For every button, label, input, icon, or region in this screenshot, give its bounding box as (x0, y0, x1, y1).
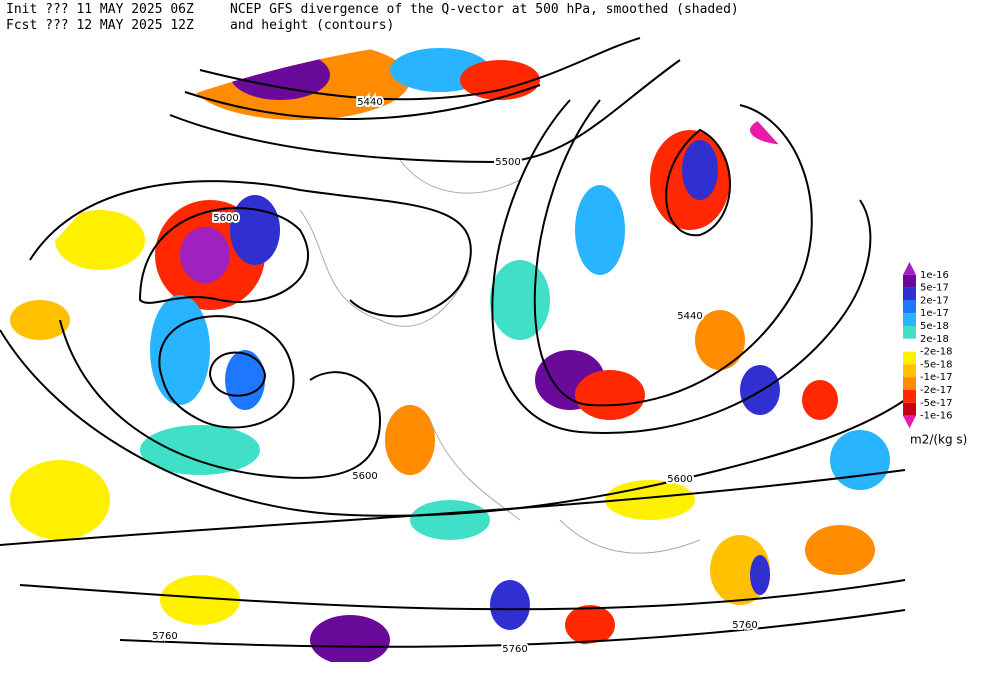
colorbar-label: 1e-17 (920, 308, 949, 319)
colorbar-label: 2e-18 (920, 334, 949, 345)
colorbar-box (903, 326, 916, 339)
contour-label: 5760 (152, 631, 177, 642)
colorbar-box (903, 402, 916, 416)
contour-label: 5760 (732, 620, 757, 631)
contour-label: 5600 (352, 471, 377, 482)
colorbar-box (903, 377, 916, 390)
contour-label: 5600 (667, 474, 692, 485)
colorbar-box (903, 287, 916, 301)
colorbar-label: -1e-17 (920, 372, 952, 383)
contour-label: 5440 (677, 311, 702, 322)
contour-labels: 5440 5440 5500 5600 5600 5600 5760 5760 … (150, 95, 759, 657)
colorbar-label: -1e-16 (920, 411, 952, 422)
contour-label: 5440 (357, 97, 382, 108)
colorbar-label: -2e-17 (920, 385, 952, 396)
colorbar-label: 2e-17 (920, 295, 949, 306)
contour-label: 5760 (502, 644, 527, 655)
contour-label: 5500 (495, 157, 520, 168)
init-time: Init ??? 11 MAY 2025 06Z (6, 2, 194, 17)
colorbar-end (903, 415, 916, 429)
colorbar-end (903, 262, 916, 275)
colorbar: 1e-165e-172e-171e-175e-182e-18-2e-18-5e-… (903, 262, 952, 429)
colorbar-box (903, 338, 916, 352)
contour-label: 5600 (213, 213, 238, 224)
colorbar-label: -5e-17 (920, 398, 952, 409)
colorbar-box (903, 313, 916, 326)
colorbar-box (903, 390, 916, 403)
colorbar-box (903, 300, 916, 314)
title: NCEP GFS divergence of the Q-vector at 5… (230, 2, 739, 17)
colorbar-label: 5e-18 (920, 321, 949, 332)
colorbar-unit: m2/(kg s) (910, 433, 967, 447)
fcst-time: Fcst ??? 12 MAY 2025 12Z (6, 18, 194, 33)
colorbar-label: -5e-18 (920, 359, 952, 370)
colorbar-label: -2e-18 (920, 347, 952, 358)
subtitle: and height (contours) (230, 18, 394, 33)
colorbar-box (903, 364, 916, 378)
colorbar-box (903, 351, 916, 365)
colorbar-label: 5e-17 (920, 283, 949, 294)
colorbar-label: 1e-16 (920, 270, 949, 281)
height-contours (0, 37, 906, 648)
colorbar-box (903, 274, 916, 288)
